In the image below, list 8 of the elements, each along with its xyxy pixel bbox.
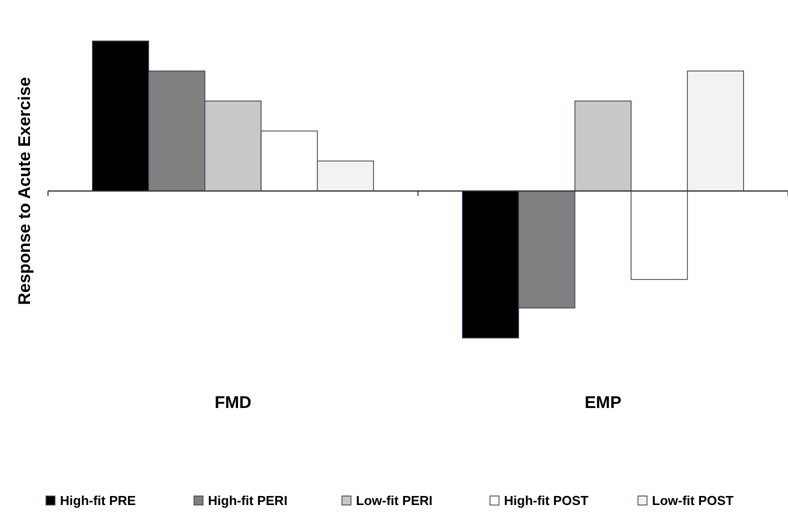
x-tick-label: FMD	[214, 393, 252, 412]
y-axis-title: Response to Acute Exercise	[15, 76, 34, 306]
legend-label: Low-fit POST	[652, 493, 734, 508]
legend-label: High-fit PERI	[208, 493, 288, 508]
x-tick-label: EMP	[584, 393, 622, 412]
legend-label: High-fit PRE	[60, 493, 136, 508]
legend-label: Low-fit PERI	[356, 493, 433, 508]
legend-label: High-fit POST	[504, 493, 589, 508]
